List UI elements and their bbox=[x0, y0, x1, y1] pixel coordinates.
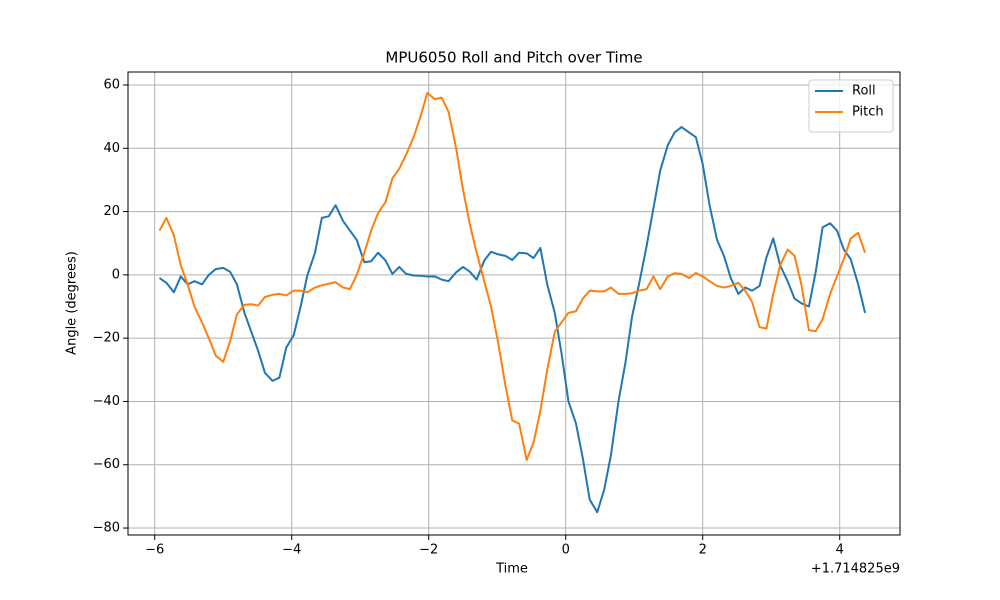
y-tick-label: 0 bbox=[112, 267, 120, 282]
line-series bbox=[158, 126, 867, 514]
x-tick-label: 4 bbox=[836, 543, 844, 558]
x-axis-label: Time bbox=[495, 562, 528, 577]
y-tick-label: −80 bbox=[93, 521, 120, 536]
y-tick-label: 60 bbox=[103, 77, 120, 92]
x-tick-label: −2 bbox=[419, 543, 438, 558]
line-series bbox=[158, 91, 867, 461]
legend-label: Pitch bbox=[852, 105, 884, 120]
y-tick-label: 40 bbox=[103, 141, 120, 156]
y-tick-label: −60 bbox=[93, 457, 120, 472]
y-tick-label: −40 bbox=[93, 394, 120, 409]
y-axis-label: Angle (degrees) bbox=[65, 251, 80, 355]
x-tick-label: 2 bbox=[699, 543, 707, 558]
x-tick-label: 0 bbox=[562, 543, 570, 558]
plot-frame bbox=[127, 71, 901, 536]
x-tick-label: −6 bbox=[145, 543, 164, 558]
chart-title: MPU6050 Roll and Pitch over Time bbox=[385, 49, 642, 67]
legend-label: Roll bbox=[852, 84, 876, 99]
x-tick-label: −4 bbox=[282, 543, 301, 558]
x-offset-label: +1.714825e9 bbox=[811, 562, 900, 577]
y-tick-label: −20 bbox=[93, 331, 120, 346]
y-tick-label: 20 bbox=[103, 204, 120, 219]
legend-box bbox=[808, 79, 894, 133]
